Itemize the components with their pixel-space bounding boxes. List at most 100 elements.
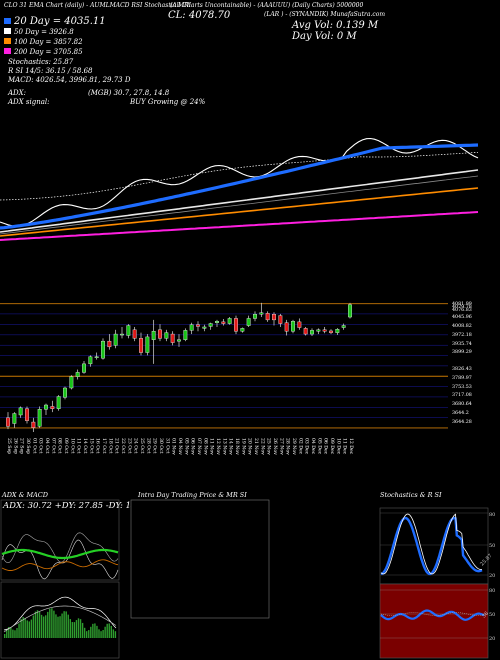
- macd-bar-48: [102, 630, 104, 638]
- macd-bar-25: [55, 614, 57, 638]
- candle-3: [25, 406, 29, 424]
- date-label-24: 30 Oct: [158, 438, 164, 454]
- candle-0: [6, 412, 10, 430]
- macd-bar-2: [8, 627, 10, 638]
- macd-bar-23: [51, 608, 53, 638]
- date-label-1: 26 Sep: [12, 438, 18, 454]
- price-axis-label-4: 4008.82: [452, 323, 472, 329]
- candle-17: [113, 329, 118, 349]
- candlesticks: [6, 302, 352, 432]
- macd-bar-43: [92, 623, 94, 638]
- candle-22: [145, 334, 150, 356]
- candle-1: [12, 412, 17, 428]
- candle-body-34: [221, 321, 226, 324]
- stochastic-readout: Stochastics: 25.87: [8, 58, 74, 66]
- macd-bar-34: [73, 622, 76, 638]
- date-label-18: 22 Oct: [120, 438, 126, 454]
- candle-31: [202, 324, 207, 332]
- chart-header-right: (All Charts Uncontainable) - (AAAUUU) (D…: [170, 2, 364, 9]
- macd-bar-21: [47, 611, 49, 638]
- candle-body-23: [151, 331, 156, 340]
- date-label-21: 25 Oct: [139, 438, 145, 454]
- ema20-legend: 20 Day = 4035.11: [4, 16, 106, 27]
- ema100-label: 100 Day = 3857.82: [14, 38, 83, 46]
- macd-bar-8: [20, 619, 22, 638]
- macd-bar-50: [106, 623, 108, 638]
- date-label-13: 15 Oct: [88, 438, 94, 454]
- candle-body-46: [297, 321, 302, 328]
- candle-19: [126, 324, 131, 339]
- stoch-d-line: [380, 513, 483, 575]
- candle-body-40: [259, 312, 264, 315]
- rsi-line: [380, 609, 485, 621]
- macd-bar-44: [94, 623, 96, 638]
- macd-readout: MACD: 4026.54, 3996.81, 29.73 D: [8, 76, 131, 84]
- candle-body-35: [227, 318, 232, 324]
- ema100-swatch: [4, 38, 11, 44]
- price-axis-label-7: 3899.29: [452, 349, 472, 355]
- macd-bar-11: [26, 620, 28, 638]
- date-label-43: 27 Nov: [278, 438, 284, 455]
- stoch-panel-title: Stochastics & R SI: [380, 491, 442, 499]
- candle-body-27: [177, 339, 181, 342]
- candle-body-48: [310, 330, 314, 335]
- macd-signal-line: [3, 605, 117, 633]
- adx-signal-value: BUY Growing @ 24%: [130, 98, 206, 106]
- macd-bar-1: [6, 629, 8, 638]
- price-axis-label-6: 3935.74: [452, 341, 472, 347]
- macd-histogram: [3, 596, 117, 638]
- macd-bar-0: [4, 634, 6, 638]
- candle-body-53: [341, 325, 346, 328]
- date-label-42: 26 Nov: [272, 438, 278, 455]
- candle-body-19: [126, 325, 131, 336]
- ema100-legend: 100 Day = 3857.82: [4, 38, 83, 46]
- candle-body-39: [253, 313, 257, 319]
- date-label-51: 09 Dec: [329, 438, 335, 455]
- date-label-52: 10 Dec: [335, 438, 341, 455]
- ema200-label: 200 Day = 3705.85: [14, 48, 83, 56]
- price-line: [0, 137, 479, 227]
- price-grid: [0, 303, 448, 429]
- date-label-44: 28 Nov: [285, 438, 291, 455]
- date-label-49: 05 Dec: [316, 438, 322, 455]
- candle-30: [196, 321, 200, 332]
- candle-52: [335, 328, 340, 335]
- macd-bar-33: [71, 622, 74, 638]
- adx-main-line: [1, 548, 119, 560]
- candle-body-26: [170, 333, 175, 343]
- candle-body-20: [132, 329, 137, 339]
- candle-body-31: [202, 326, 207, 329]
- date-label-19: 23 Oct: [126, 438, 132, 454]
- price-axis-label-8: 3826.43: [452, 366, 472, 372]
- date-label-6: 04 Oct: [44, 438, 50, 454]
- ema100-line: [0, 187, 479, 237]
- candle-13: [88, 355, 93, 367]
- lower-indicator-panels: ADX: 30.72 +DY: 27.85 -DY: 14.76 80 50 2…: [0, 499, 495, 659]
- candle-body-44: [284, 322, 289, 332]
- macd-bar-42: [90, 626, 92, 638]
- macd-bar-38: [81, 622, 84, 638]
- macd-bar-17: [38, 611, 41, 638]
- candle-body-21: [139, 338, 143, 353]
- date-label-45: 29 Nov: [291, 438, 297, 455]
- date-label-10: 10 Oct: [69, 438, 75, 454]
- rsi-lines: [380, 589, 488, 639]
- ema200-legend: 200 Day = 3705.85: [4, 48, 83, 56]
- price-axis-label-3: 4045.96: [452, 314, 472, 320]
- date-label-46: 02 Dec: [297, 438, 303, 455]
- candle-29: [189, 322, 194, 335]
- candle-body-41: [265, 313, 270, 321]
- chart-source: (LAR ) - (SYNANDIK) MunafaSutra.com: [264, 11, 386, 18]
- intraday-panel-title: Intra Day Trading Price & MR SI: [138, 491, 247, 499]
- candle-body-42: [272, 313, 276, 321]
- rsi-tick-50: 50: [489, 612, 495, 618]
- macd-bar-13: [30, 619, 33, 638]
- ema50-legend: 50 Day = 3926.8: [4, 28, 74, 36]
- macd-bar-20: [45, 615, 47, 638]
- price-axis-label-14: 3644.28: [452, 419, 472, 425]
- candle-body-24: [158, 329, 162, 339]
- candle-body-9: [63, 387, 67, 398]
- price-axis-label-11: 3717.08: [452, 392, 472, 398]
- macd-bar-6: [16, 628, 18, 638]
